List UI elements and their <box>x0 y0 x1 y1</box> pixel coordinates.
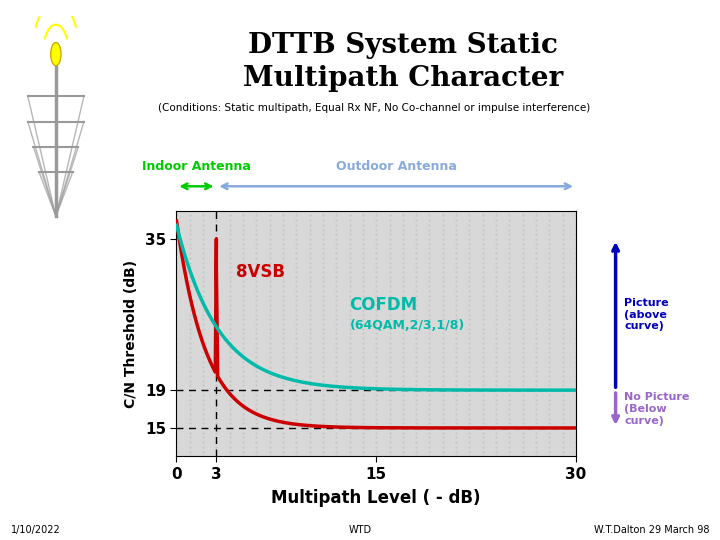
Text: 8VSB: 8VSB <box>236 263 285 281</box>
X-axis label: Multipath Level ( - dB): Multipath Level ( - dB) <box>271 489 481 507</box>
Text: DTTB System Static: DTTB System Static <box>248 32 558 59</box>
Text: Multipath Character: Multipath Character <box>243 65 563 92</box>
Circle shape <box>50 43 61 66</box>
Text: WTD: WTD <box>348 524 372 535</box>
Text: (Conditions: Static multipath, Equal Rx NF, No Co-channel or impulse interferenc: (Conditions: Static multipath, Equal Rx … <box>158 103 590 113</box>
Text: Indoor Antenna: Indoor Antenna <box>142 160 251 173</box>
Text: Outdoor Antenna: Outdoor Antenna <box>336 160 456 173</box>
Text: 1/10/2022: 1/10/2022 <box>11 524 60 535</box>
Text: W.T.Dalton 29 March 98: W.T.Dalton 29 March 98 <box>594 524 709 535</box>
Y-axis label: C/N Threshold (dB): C/N Threshold (dB) <box>124 259 138 408</box>
Text: No Picture
(Below
curve): No Picture (Below curve) <box>624 393 690 426</box>
Text: COFDM: COFDM <box>350 296 418 314</box>
Text: Picture
(above
curve): Picture (above curve) <box>624 298 669 331</box>
Text: (64QAM,2/3,1/8): (64QAM,2/3,1/8) <box>350 319 465 332</box>
